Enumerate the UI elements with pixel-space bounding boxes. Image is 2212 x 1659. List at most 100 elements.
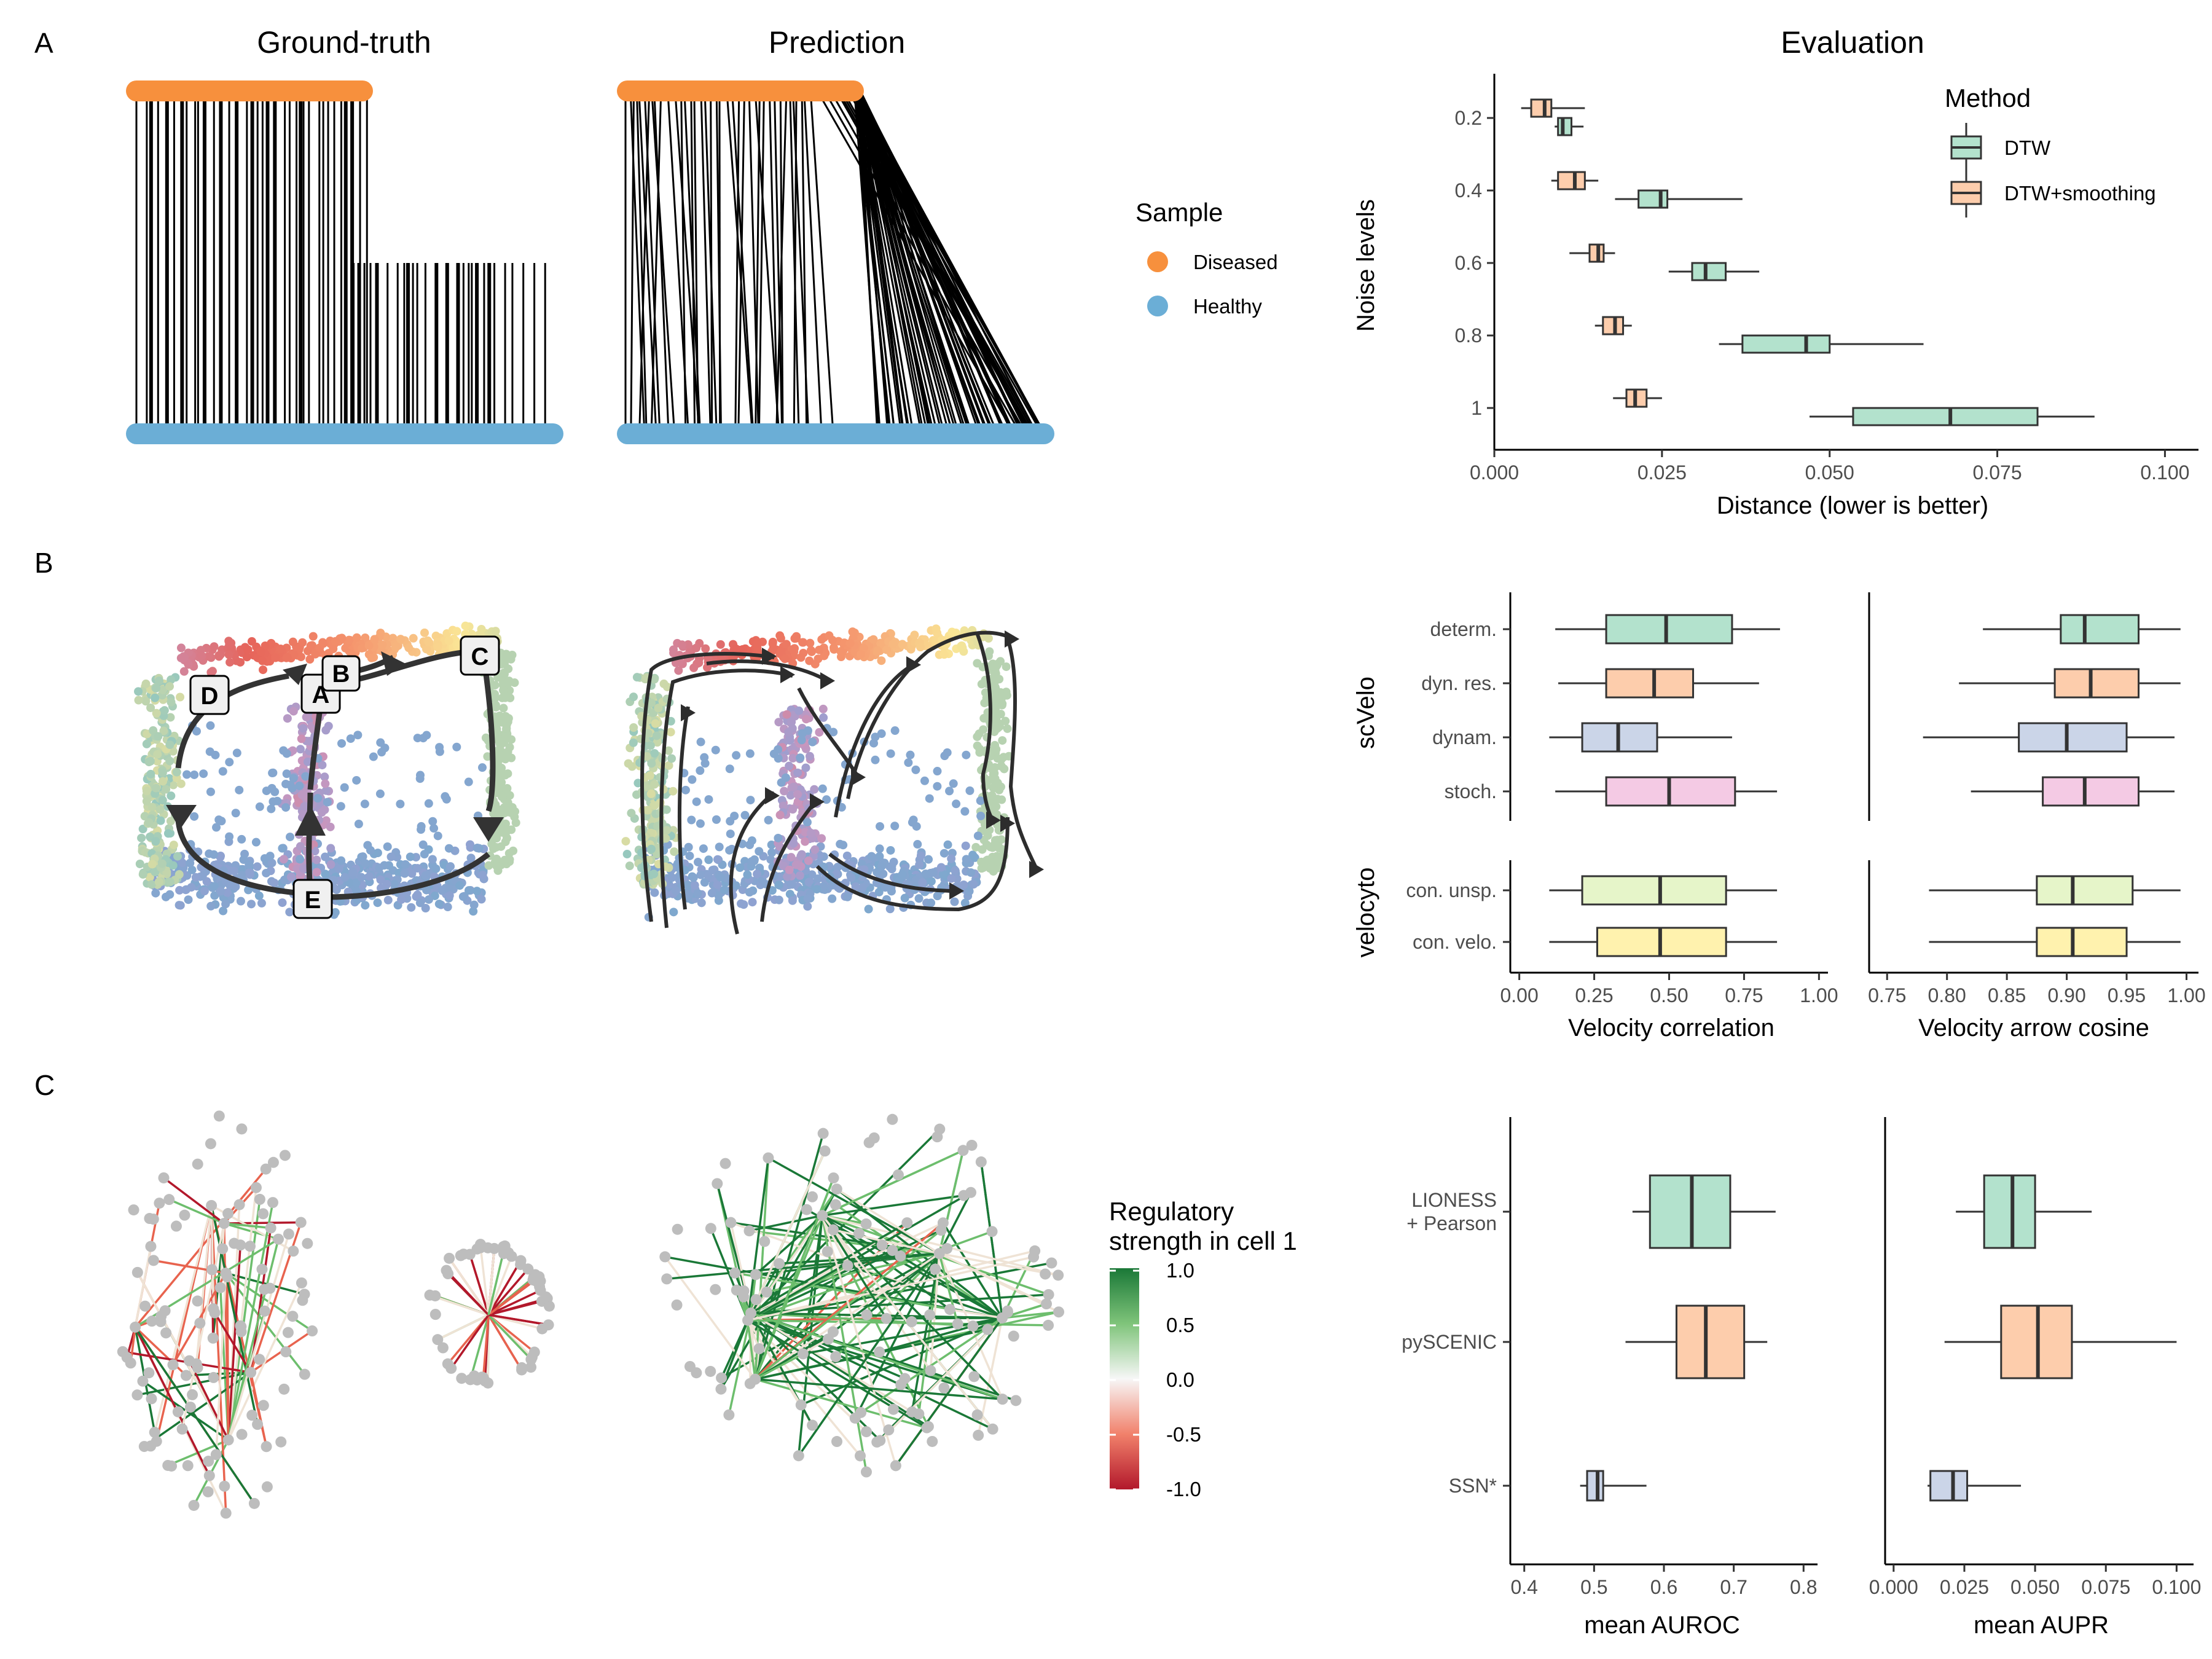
gene-node [860, 1218, 872, 1230]
streamline [846, 630, 1015, 799]
cell-point [361, 859, 370, 868]
gene-node [283, 1228, 294, 1240]
cell-point [987, 747, 997, 756]
streamline-arrowhead [986, 812, 1001, 829]
cell-point [146, 756, 155, 766]
cell-point [947, 874, 956, 883]
gene-node [659, 1251, 671, 1263]
gene-node [883, 1424, 895, 1436]
cell-point [684, 890, 694, 899]
gene-node [1043, 1288, 1054, 1300]
gene-node [967, 1320, 979, 1332]
cell-point [952, 799, 961, 809]
cell-point [659, 679, 669, 688]
cell-point [437, 886, 447, 895]
cell-point [163, 829, 173, 838]
cell-point [924, 855, 933, 864]
cell-point [669, 786, 678, 796]
prediction-alignment-line [737, 90, 746, 434]
regulatory-edge [487, 1268, 529, 1316]
cell-point [959, 880, 968, 889]
cell-point [745, 840, 755, 849]
cell-point [473, 887, 482, 896]
cell-point [167, 791, 176, 801]
cell-point [244, 885, 253, 895]
cell-point [629, 738, 638, 747]
evaluation-dtw-box [1741, 334, 1831, 354]
auroc-2-box [1586, 1470, 1604, 1502]
cell-point [788, 805, 798, 814]
cell-point [226, 657, 235, 667]
ground-truth-title: Ground-truth [257, 25, 431, 60]
gene-node [705, 1223, 716, 1234]
cell-point [296, 842, 305, 851]
velocity-correlation-y-tick-label: con. velo. [1413, 931, 1497, 953]
gene-node [535, 1275, 546, 1287]
regulatory-edge [980, 1161, 1003, 1319]
gene-node [299, 1368, 310, 1380]
cell-point [683, 640, 692, 649]
gene-node [1008, 1330, 1019, 1342]
streamline [975, 632, 997, 825]
cell-point [701, 644, 710, 653]
cell-point [165, 682, 174, 691]
cell-point [441, 792, 450, 801]
cell-point [424, 799, 433, 808]
gene-node [842, 1260, 853, 1271]
cell-point [134, 696, 143, 705]
gene-node [671, 1299, 683, 1311]
gene-node [182, 1460, 194, 1472]
gene-node [254, 1354, 265, 1365]
prediction-alignment-line [853, 92, 911, 433]
cell-point [155, 805, 165, 814]
cell-point [997, 762, 1006, 771]
cell-point [499, 668, 508, 677]
cell-point [805, 751, 814, 761]
cell-point [418, 840, 428, 849]
method-legend-smoothing-swatch [1950, 168, 1982, 218]
cell-point [396, 799, 405, 809]
gene-node [192, 1362, 203, 1373]
regulatory-edge [488, 1300, 543, 1316]
gene-node [244, 1241, 256, 1252]
cell-point [490, 690, 499, 699]
method-legend-dtw-swatch [1950, 123, 1982, 172]
cell-point [993, 794, 1002, 804]
gene-node [437, 1342, 449, 1354]
regulatory-edge [224, 1221, 301, 1225]
cell-point [699, 844, 708, 853]
cell-point [885, 904, 895, 914]
streamline-arrowhead [681, 704, 696, 721]
cell-point [320, 805, 329, 814]
gene-node [828, 1224, 839, 1236]
cell-point [977, 680, 986, 689]
cell-point [319, 639, 328, 648]
cell-point [331, 637, 340, 646]
cell-point [939, 650, 949, 659]
cell-point [933, 767, 942, 776]
cell-point [925, 794, 934, 803]
cell-point [960, 807, 970, 816]
gene-node [968, 1371, 980, 1382]
cell-point [147, 880, 156, 889]
gene-node [874, 1346, 885, 1358]
cell-point [782, 640, 791, 649]
gene-node [853, 1228, 865, 1239]
gene-node [1040, 1268, 1051, 1280]
cell-point [700, 878, 709, 887]
regulatory-edge [728, 1312, 752, 1416]
cell-point [154, 732, 163, 741]
cell-point [400, 869, 409, 878]
cell-point [938, 869, 947, 879]
cell-point [258, 656, 267, 665]
cell-point [354, 820, 363, 829]
cell-point [406, 852, 415, 861]
streamline-arrowhead [1029, 861, 1044, 878]
gene-node [797, 1348, 809, 1360]
regulatory-edge [750, 1312, 973, 1327]
gene-node [259, 1284, 270, 1295]
gene-node [822, 1333, 834, 1345]
cell-point [158, 859, 167, 868]
cell-point [214, 651, 224, 660]
